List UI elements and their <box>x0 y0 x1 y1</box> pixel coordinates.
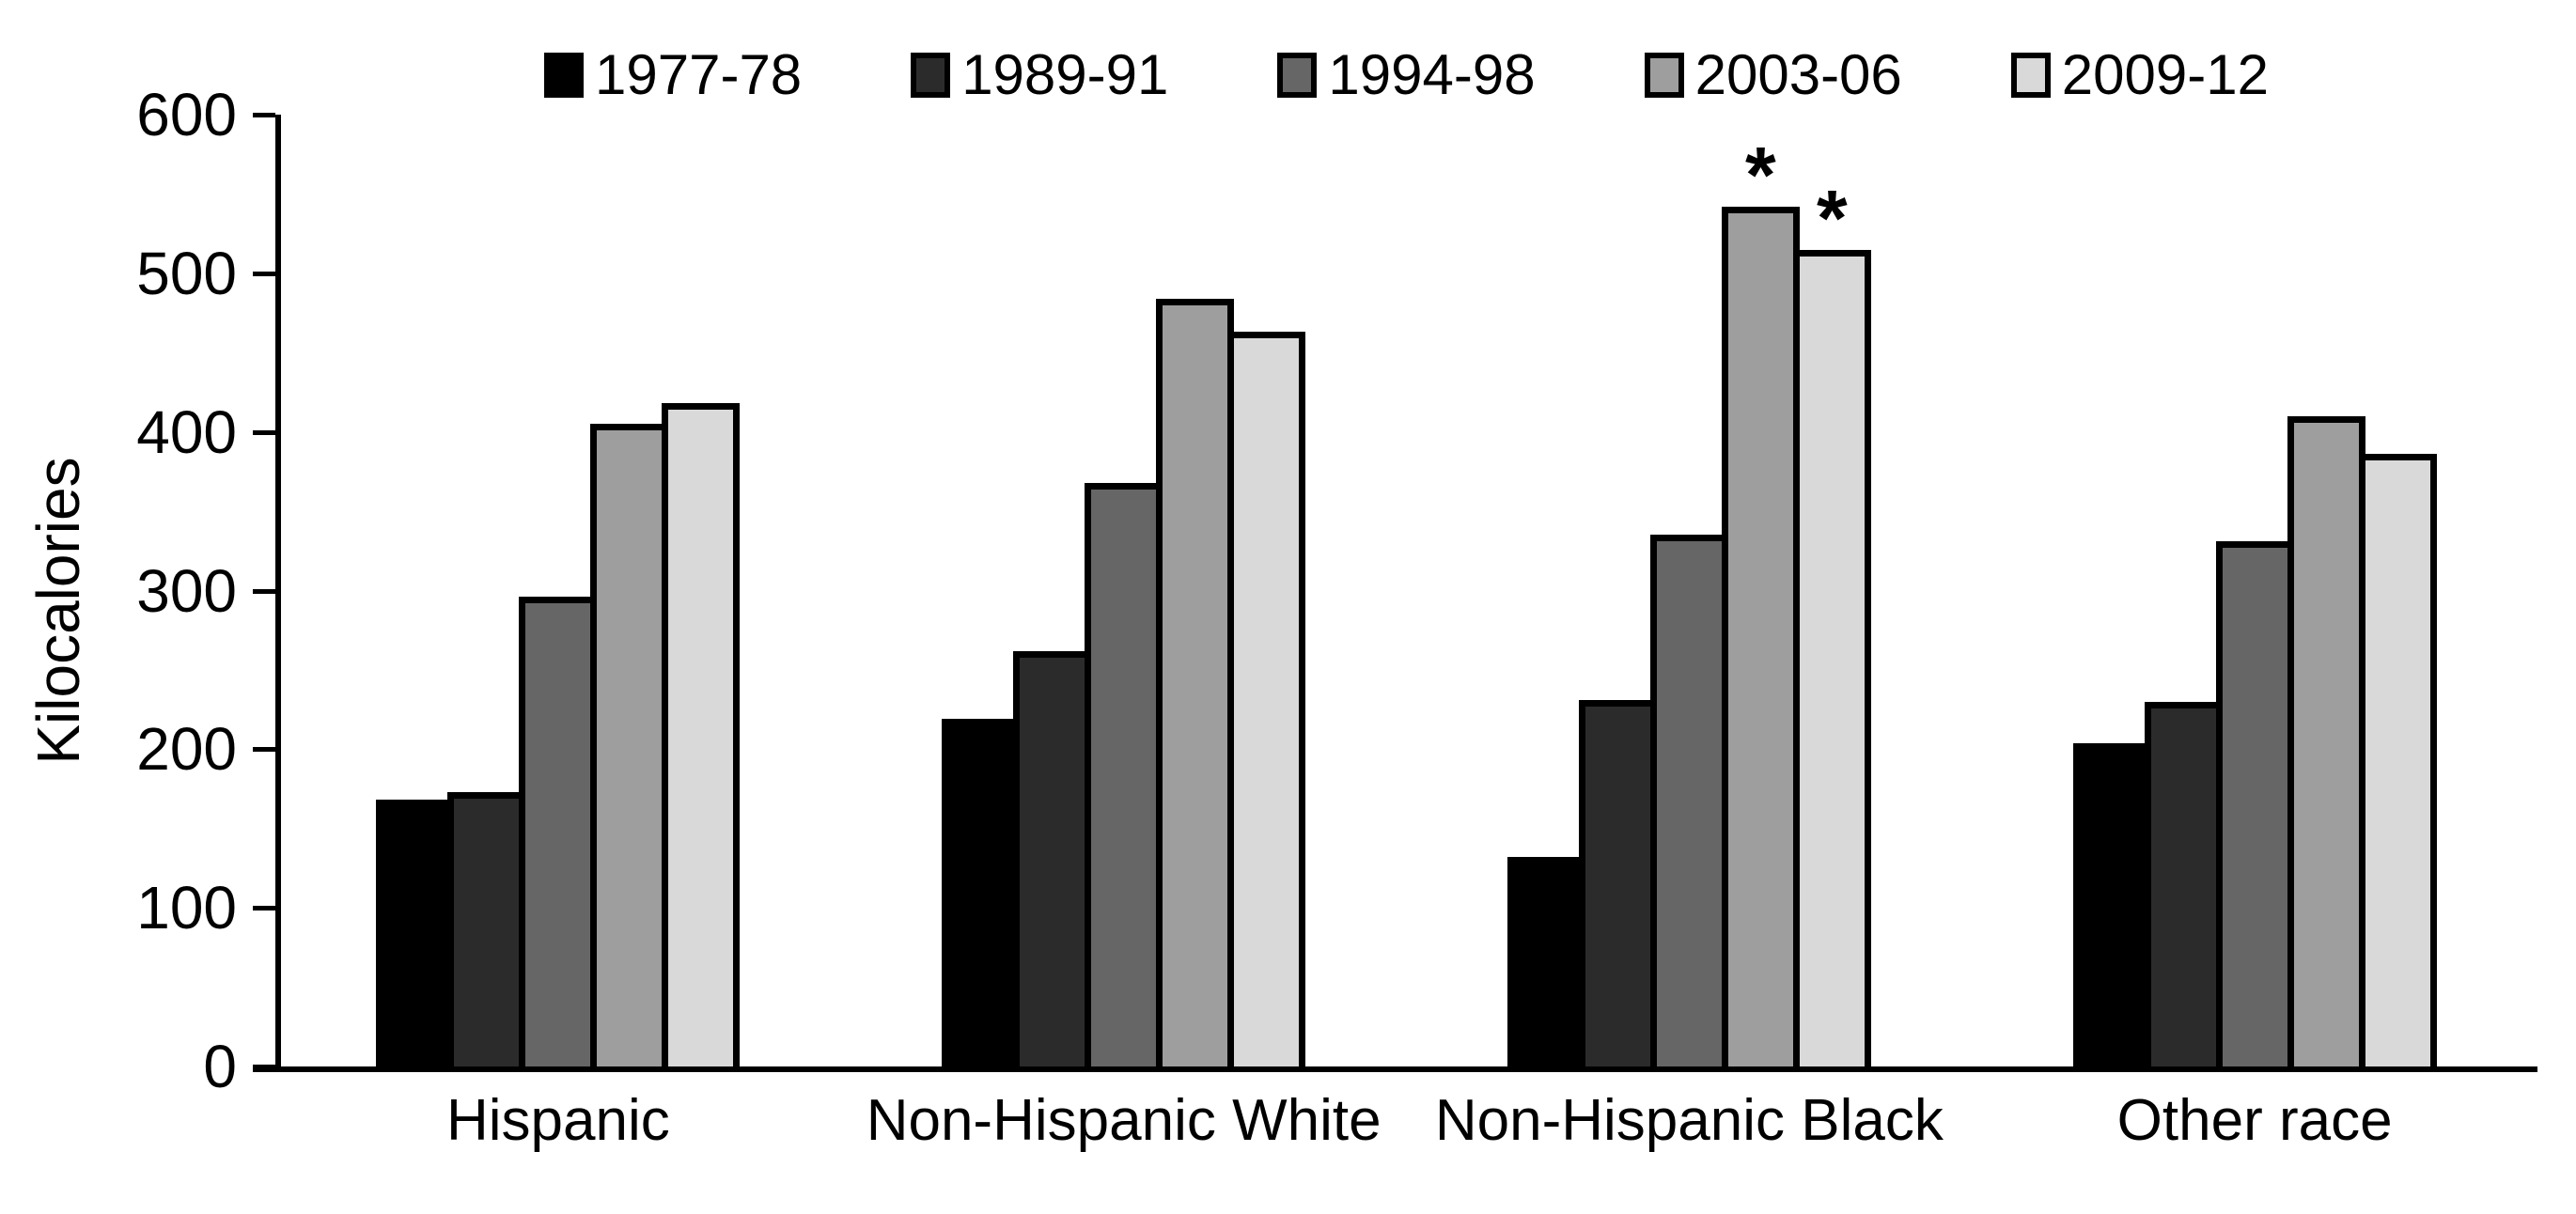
plot-area: * * <box>275 115 2537 1066</box>
legend-swatch-1989-91 <box>911 53 951 98</box>
x-category-label-non-hispanic-black: Non-Hispanic Black <box>1434 1088 1944 1153</box>
legend-item-1994-98: 1994-98 <box>1277 43 1536 106</box>
legend-swatch-1994-98 <box>1277 53 1318 98</box>
y-tick-label-400: 400 <box>136 397 237 466</box>
legend-swatch-1977-78 <box>543 53 584 98</box>
legend-label-2009-12: 2009-12 <box>2061 43 2269 106</box>
bar-hispanic-2009-12 <box>662 403 741 1066</box>
x-axis-line <box>253 1066 2537 1072</box>
bar-other-race-2009-12 <box>2358 454 2437 1066</box>
y-tick-label-0: 0 <box>203 1033 237 1100</box>
bar-hispanic-1994-98 <box>519 597 598 1066</box>
y-tick-mark-600 <box>253 113 275 117</box>
legend-item-1977-78: 1977-78 <box>543 43 803 106</box>
x-category-label-non-hispanic-white: Non-Hispanic White <box>866 1088 1382 1153</box>
bar-non-hispanic-black-2009-12: * <box>1792 179 1871 1066</box>
y-tick-mark-400 <box>253 429 275 435</box>
y-tick-label-600: 600 <box>136 81 237 148</box>
bar-non-hispanic-black-1977-78 <box>1507 857 1585 1066</box>
bar-other-race-1994-98 <box>2215 541 2294 1066</box>
legend-item-1989-91: 1989-91 <box>911 47 1168 103</box>
bar-non-hispanic-black-2003-06: * <box>1721 136 1800 1066</box>
x-category-label-hispanic: Hispanic <box>445 1088 670 1153</box>
bar-hispanic-1977-78 <box>376 800 455 1066</box>
legend-label-2003-06: 2003-06 <box>1694 43 1902 106</box>
legend-label-1994-98: 1994-98 <box>1328 43 1536 106</box>
legend-item-2009-12: 2009-12 <box>2010 43 2269 106</box>
bar-hispanic-1989-91 <box>447 791 526 1066</box>
y-tick-mark-300 <box>253 588 275 594</box>
legend-label-1977-78: 1977-78 <box>594 43 803 106</box>
y-axis-tick-labels: 0 100 200 300 400 500 600 <box>0 0 237 1214</box>
y-tick-label-300: 300 <box>136 556 237 625</box>
x-axis-category-labels: Hispanic Non-Hispanic White Non-Hispanic B… <box>275 1092 2537 1150</box>
bar-group-other-race <box>1972 115 2537 1066</box>
bar-group-non-hispanic-black: * * <box>1407 115 1973 1066</box>
bar-non-hispanic-black-1989-91 <box>1578 700 1657 1066</box>
y-tick-mark-200 <box>253 747 275 753</box>
bar-other-race-1977-78 <box>2072 742 2151 1066</box>
bar-other-race-2003-06 <box>2287 415 2365 1066</box>
y-tick-mark-100 <box>253 906 275 911</box>
bar-other-race-1989-91 <box>2144 701 2223 1066</box>
y-tick-label-200: 200 <box>136 715 237 784</box>
significance-asterisk-non-hispanic-black-2003-06: * <box>1745 131 1776 220</box>
bar-non-hispanic-white-1977-78 <box>942 719 1021 1066</box>
legend-swatch-2009-12 <box>2010 53 2051 98</box>
y-axis-line <box>275 115 281 1072</box>
significance-asterisk-non-hispanic-black-2009-12: * <box>1817 173 1848 262</box>
bar-non-hispanic-white-2003-06 <box>1156 298 1235 1066</box>
x-category-label-other-race: Other race <box>2116 1088 2393 1153</box>
legend-item-2003-06: 2003-06 <box>1644 43 1902 106</box>
legend-swatch-2003-06 <box>1644 53 1684 98</box>
bar-non-hispanic-white-1994-98 <box>1085 482 1163 1066</box>
y-tick-label-500: 500 <box>136 239 237 307</box>
legend-label-1989-91: 1989-91 <box>961 43 1169 106</box>
bar-non-hispanic-white-2009-12 <box>1227 332 1306 1066</box>
bar-group-non-hispanic-white <box>841 115 1407 1066</box>
y-tick-mark-500 <box>253 271 275 276</box>
bar-group-hispanic <box>275 115 841 1066</box>
y-tick-label-100: 100 <box>136 874 237 942</box>
bar-non-hispanic-white-1989-91 <box>1013 650 1092 1066</box>
chart-legend: 1977-78 1989-91 1994-98 2003-06 2009-12 <box>275 47 2537 103</box>
bar-non-hispanic-black-1994-98 <box>1649 535 1728 1066</box>
bar-hispanic-2003-06 <box>590 424 669 1066</box>
